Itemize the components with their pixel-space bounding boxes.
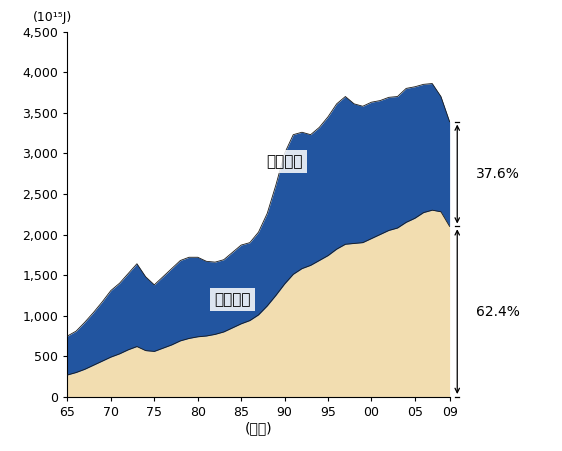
- Text: 貨物部門: 貨物部門: [266, 154, 303, 169]
- Text: (10¹⁵J): (10¹⁵J): [33, 11, 72, 24]
- Text: 旅客部門: 旅客部門: [214, 292, 251, 307]
- Text: 37.6%: 37.6%: [477, 167, 520, 181]
- X-axis label: (年度): (年度): [244, 422, 273, 436]
- Text: 62.4%: 62.4%: [477, 304, 520, 319]
